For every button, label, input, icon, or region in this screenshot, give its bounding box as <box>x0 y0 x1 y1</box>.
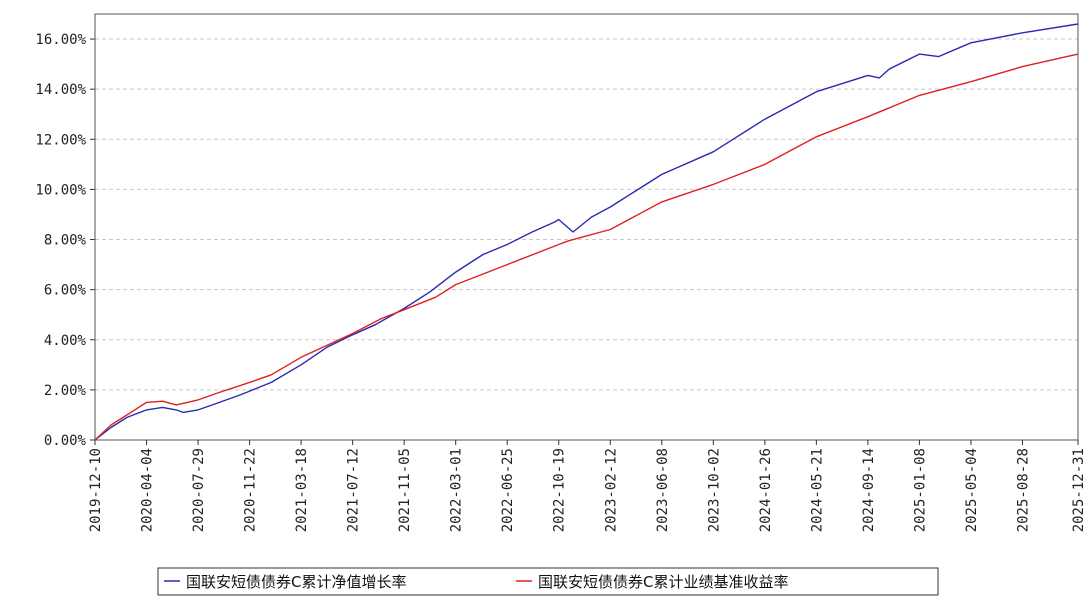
axes: 0.00% 2.00% 4.00% 6.00% 8.00% 10.00% 12.00% 14.… <box>35 13 1087 532</box>
y-tick-label: 12.00% <box>35 132 86 148</box>
y-tick-label: 16.00% <box>35 32 86 48</box>
x-tick-label: 2024-09-14 <box>861 448 877 532</box>
x-tick-label: 2020-04-04 <box>140 448 156 532</box>
x-tick-label: 2021-03-18 <box>294 448 310 532</box>
x-tick-label: 2025-05-04 <box>964 448 980 532</box>
plot-frame <box>94 13 1079 441</box>
series-lines <box>94 23 1079 441</box>
x-tick-label: 2020-07-29 <box>191 448 207 532</box>
x-tick-label: 2023-02-12 <box>603 448 619 532</box>
legend: 国联安短债债券C累计净值增长率 国联安短债债券C累计业绩基准收益率 <box>157 567 939 596</box>
y-tick-label: 2.00% <box>44 383 87 399</box>
grid-lines <box>95 38 1078 391</box>
y-tick-label: 8.00% <box>44 233 87 249</box>
y-tick-label: 14.00% <box>35 82 86 98</box>
x-tick-label: 2020-11-22 <box>243 448 259 532</box>
legend-label-series-1: 国联安短债债券C累计业绩基准收益率 <box>538 573 788 591</box>
x-tick-label: 2025-01-08 <box>912 448 928 532</box>
series-line-0 <box>94 23 1079 441</box>
x-tick-label: 2021-11-05 <box>397 448 413 532</box>
series-line-1 <box>94 53 1079 441</box>
y-tick-label: 10.00% <box>35 182 86 198</box>
x-tick-label: 2021-07-12 <box>346 448 362 532</box>
y-tick-label: 4.00% <box>44 333 87 349</box>
x-tick-label: 2024-05-21 <box>809 448 825 532</box>
x-tick-label: 2024-01-26 <box>758 448 774 532</box>
x-tick-label: 2022-10-19 <box>552 448 568 532</box>
x-tick-label: 2019-12-10 <box>88 448 104 532</box>
x-tick-label: 2025-12-31 <box>1071 448 1087 532</box>
x-tick-label: 2022-03-01 <box>449 448 465 532</box>
y-tick-label: 6.00% <box>44 283 87 299</box>
x-tick-label: 2025-08-28 <box>1015 448 1031 532</box>
x-tick-label: 2023-10-02 <box>706 448 722 532</box>
x-tick-label: 2023-06-08 <box>655 448 671 532</box>
y-tick-label: 0.00% <box>44 433 87 449</box>
x-tick-label: 2022-06-25 <box>500 448 516 532</box>
legend-box <box>157 567 939 596</box>
legend-label-series-0: 国联安短债债券C累计净值增长率 <box>186 573 406 591</box>
